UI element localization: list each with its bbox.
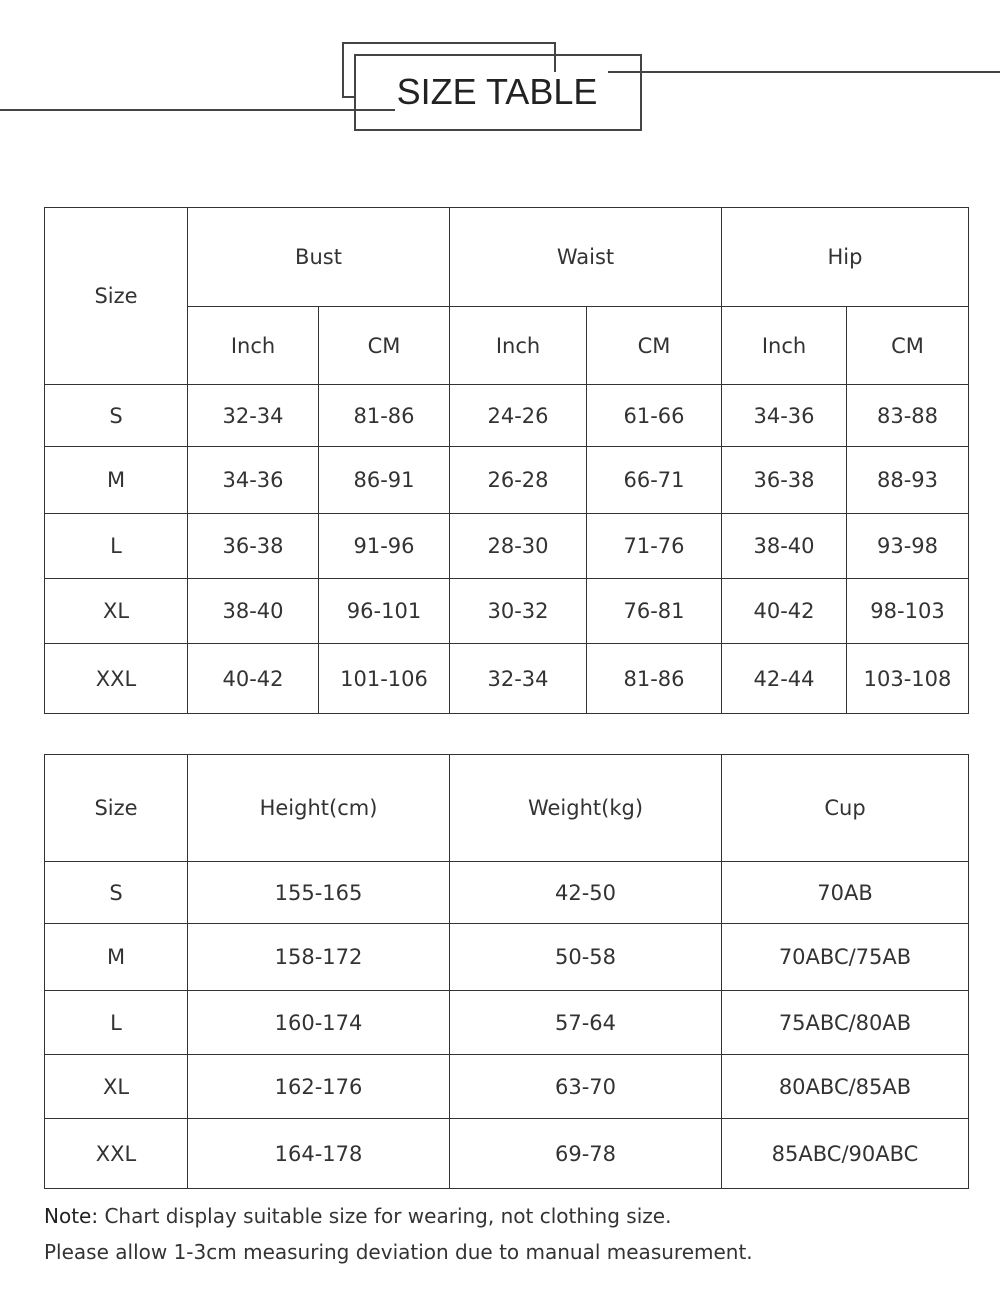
value-cell: 81-86 xyxy=(318,384,450,447)
value-cell: 36-38 xyxy=(187,513,319,579)
front-frame xyxy=(354,54,642,131)
value-cell: 164-178 xyxy=(187,1118,450,1189)
value-cell: 160-174 xyxy=(187,990,450,1055)
value-cell: 91-96 xyxy=(318,513,450,579)
table-row: S 155-165 42-50 70AB xyxy=(44,861,969,924)
table-row: XXL 40-42 101-106 32-34 81-86 42-44 103-108 xyxy=(44,643,969,714)
size-cell: XXL xyxy=(44,1118,188,1189)
value-cell: 103-108 xyxy=(846,643,969,714)
value-cell: 71-76 xyxy=(586,513,722,579)
size-cell: M xyxy=(44,923,188,991)
unit-header: Inch xyxy=(187,306,319,385)
value-cell: 42-44 xyxy=(721,643,847,714)
unit-header: Inch xyxy=(721,306,847,385)
value-cell: 38-40 xyxy=(187,578,319,644)
hip-header: Hip xyxy=(721,207,969,307)
value-cell: 28-30 xyxy=(449,513,587,579)
value-cell: 24-26 xyxy=(449,384,587,447)
value-cell: 88-93 xyxy=(846,446,969,514)
table-row: M 34-36 86-91 26-28 66-71 36-38 88-93 xyxy=(44,446,969,514)
value-cell: 96-101 xyxy=(318,578,450,644)
value-cell: 98-103 xyxy=(846,578,969,644)
unit-header: CM xyxy=(318,306,450,385)
value-cell: 85ABC/90ABC xyxy=(721,1118,969,1189)
note-line-1: Note: Chart display suitable size for we… xyxy=(44,1204,671,1228)
value-cell: 36-38 xyxy=(721,446,847,514)
value-cell: 75ABC/80AB xyxy=(721,990,969,1055)
value-cell: 38-40 xyxy=(721,513,847,579)
value-cell: 61-66 xyxy=(586,384,722,447)
value-cell: 155-165 xyxy=(187,861,450,924)
measurements-table: Size Bust Waist Hip Inch CM Inch CM Inch… xyxy=(44,207,969,714)
size-cell: L xyxy=(44,513,188,579)
value-cell: 70AB xyxy=(721,861,969,924)
table-row: M 158-172 50-58 70ABC/75AB xyxy=(44,923,969,991)
value-cell: 57-64 xyxy=(449,990,722,1055)
table-row: S 32-34 81-86 24-26 61-66 34-36 83-88 xyxy=(44,384,969,447)
right-rule xyxy=(608,71,1000,73)
size-cell: XL xyxy=(44,578,188,644)
bust-header: Bust xyxy=(187,207,450,307)
size-header: Size xyxy=(44,207,188,385)
value-cell: 162-176 xyxy=(187,1054,450,1119)
waist-header: Waist xyxy=(449,207,722,307)
size-cell: XL xyxy=(44,1054,188,1119)
value-cell: 32-34 xyxy=(187,384,319,447)
left-rule xyxy=(0,109,395,111)
value-cell: 158-172 xyxy=(187,923,450,991)
cup-header: Cup xyxy=(721,754,969,862)
value-cell: 101-106 xyxy=(318,643,450,714)
value-cell: 69-78 xyxy=(449,1118,722,1189)
value-cell: 32-34 xyxy=(449,643,587,714)
back-frame-bottom xyxy=(342,96,355,98)
note-line-2: Please allow 1-3cm measuring deviation d… xyxy=(44,1240,753,1264)
note-label: Note: xyxy=(44,1204,99,1228)
value-cell: 40-42 xyxy=(721,578,847,644)
size-cell: M xyxy=(44,446,188,514)
value-cell: 30-32 xyxy=(449,578,587,644)
value-cell: 34-36 xyxy=(187,446,319,514)
value-cell: 93-98 xyxy=(846,513,969,579)
back-frame-right xyxy=(554,42,556,72)
value-cell: 50-58 xyxy=(449,923,722,991)
size-cell: S xyxy=(44,384,188,447)
size-cell: XXL xyxy=(44,643,188,714)
value-cell: 63-70 xyxy=(449,1054,722,1119)
note-text-1: Chart display suitable size for wearing,… xyxy=(104,1204,672,1228)
value-cell: 70ABC/75AB xyxy=(721,923,969,991)
value-cell: 66-71 xyxy=(586,446,722,514)
weight-header: Weight(kg) xyxy=(449,754,722,862)
size-cell: S xyxy=(44,861,188,924)
value-cell: 42-50 xyxy=(449,861,722,924)
value-cell: 86-91 xyxy=(318,446,450,514)
value-cell: 34-36 xyxy=(721,384,847,447)
value-cell: 40-42 xyxy=(187,643,319,714)
unit-header: CM xyxy=(586,306,722,385)
table-row: XL 38-40 96-101 30-32 76-81 40-42 98-103 xyxy=(44,578,969,644)
unit-header: CM xyxy=(846,306,969,385)
size-cell: L xyxy=(44,990,188,1055)
table-row: XL 162-176 63-70 80ABC/85AB xyxy=(44,1054,969,1119)
size-header: Size xyxy=(44,754,188,862)
table-row: XXL 164-178 69-78 85ABC/90ABC xyxy=(44,1118,969,1189)
value-cell: 80ABC/85AB xyxy=(721,1054,969,1119)
table-row: L 160-174 57-64 75ABC/80AB xyxy=(44,990,969,1055)
value-cell: 26-28 xyxy=(449,446,587,514)
table-row: L 36-38 91-96 28-30 71-76 38-40 93-98 xyxy=(44,513,969,579)
height-header: Height(cm) xyxy=(187,754,450,862)
value-cell: 81-86 xyxy=(586,643,722,714)
unit-header: Inch xyxy=(449,306,587,385)
value-cell: 83-88 xyxy=(846,384,969,447)
fit-table: Size Height(cm) Weight(kg) Cup S 155-165 4… xyxy=(44,754,969,1189)
value-cell: 76-81 xyxy=(586,578,722,644)
back-frame xyxy=(342,42,556,98)
page-title: SIZE TABLE xyxy=(396,71,598,112)
